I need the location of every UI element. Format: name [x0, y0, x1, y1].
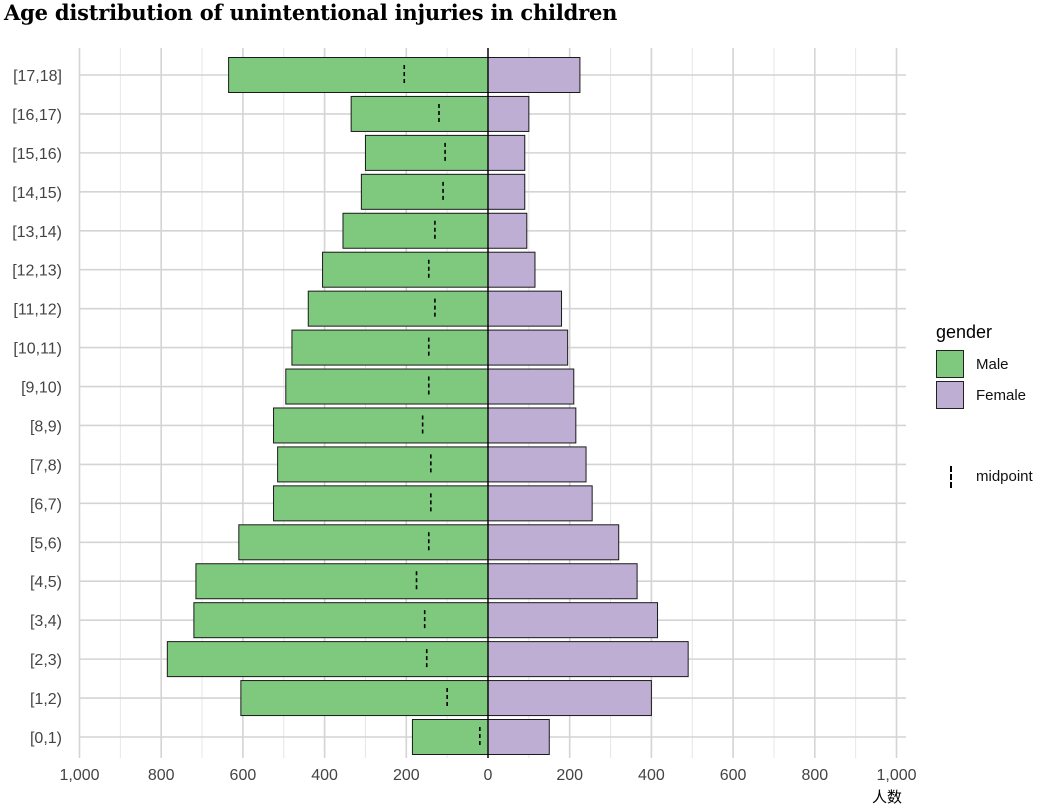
y-tick-label: [0,1): [30, 730, 62, 747]
legend-swatch-female: [936, 381, 964, 409]
bar-female: [487, 173, 526, 210]
bar-male: [322, 251, 489, 288]
x-tick-label: 400: [311, 767, 338, 784]
y-tick-label: [8,9): [30, 418, 62, 435]
y-tick-label: [6,7): [30, 496, 62, 513]
x-tick-label: 400: [638, 767, 665, 784]
y-tick-label: [7,8): [30, 457, 62, 474]
bar-female: [487, 602, 659, 639]
y-tick-label: [13,14): [12, 224, 62, 241]
bar-female: [487, 368, 575, 405]
bar-male: [307, 290, 489, 327]
x-tick-label: 800: [148, 767, 175, 784]
y-tick-label: [5,6): [30, 535, 62, 552]
bar-male: [350, 95, 489, 132]
bar-male: [273, 407, 489, 444]
legend-swatch-male: [936, 350, 964, 378]
bar-female: [487, 57, 581, 93]
bar-male: [291, 329, 489, 366]
bar-female: [487, 407, 577, 444]
bar-female: [487, 134, 526, 171]
bar-female: [487, 290, 563, 327]
y-tick-label: [11,12): [13, 302, 62, 319]
x-tick-label: 600: [720, 767, 747, 784]
legend-midpoint-dash-icon: [950, 466, 952, 488]
y-tick-label: [12,13): [12, 263, 62, 280]
y-tick-label: [16,17): [12, 107, 62, 124]
y-tick-label: [2,3): [30, 652, 62, 669]
legend-label-midpoint: midpoint: [976, 468, 1033, 485]
bar-female: [487, 95, 530, 132]
bar-female: [487, 524, 620, 561]
bar-male: [342, 212, 489, 249]
bar-male: [238, 524, 489, 561]
y-tick-label: [3,4): [30, 613, 62, 630]
bar-male: [273, 485, 489, 522]
bar-male: [411, 719, 489, 755]
bar-male: [166, 641, 489, 678]
x-tick-label: 600: [230, 767, 257, 784]
bar-female: [487, 212, 528, 249]
bar-male: [277, 446, 489, 483]
bars: [166, 57, 689, 755]
bar-male: [285, 368, 489, 405]
bar-male: [228, 57, 489, 93]
y-tick-label: [15,16): [12, 146, 62, 163]
bar-female: [487, 329, 569, 366]
y-tick-label: [1,2): [30, 691, 62, 708]
bar-female: [487, 563, 638, 600]
midpoint-markers: [403, 65, 481, 747]
legend-label-male: Male: [976, 356, 1009, 373]
bar-female: [487, 641, 689, 678]
x-tick-label: 0: [484, 767, 493, 784]
y-tick-label: [17,18]: [13, 68, 62, 85]
bar-male: [195, 563, 489, 600]
x-axis-unit-label: 人数: [872, 788, 903, 806]
x-tick-label: 800: [801, 767, 828, 784]
bar-male: [360, 173, 489, 210]
y-tick-label: [14,15): [12, 185, 62, 202]
x-tick-label: 1,000: [876, 767, 916, 784]
legend-label-female: Female: [976, 387, 1027, 404]
bar-female: [487, 485, 593, 522]
bar-female: [487, 446, 587, 483]
bar-female: [487, 251, 536, 288]
bar-male: [193, 602, 489, 639]
bar-female: [487, 719, 550, 755]
bar-male: [240, 680, 489, 717]
x-tick-label: 200: [556, 767, 583, 784]
y-tick-label: [4,5): [30, 574, 62, 591]
x-tick-label: 200: [393, 767, 420, 784]
chart-title: Age distribution of unintentional injuri…: [4, 0, 618, 25]
y-tick-label: [10,11): [13, 341, 62, 358]
legend-title: gender: [936, 322, 993, 342]
x-tick-label: 1,000: [59, 767, 99, 784]
tick-labels: [0,1) [1,2) [2,3) [3,4) [4,5) [5,6) [6,7) [7,8)…: [12, 68, 916, 784]
bar-male: [364, 134, 489, 171]
bar-female: [487, 680, 652, 717]
y-tick-label: [9,10): [21, 380, 62, 397]
